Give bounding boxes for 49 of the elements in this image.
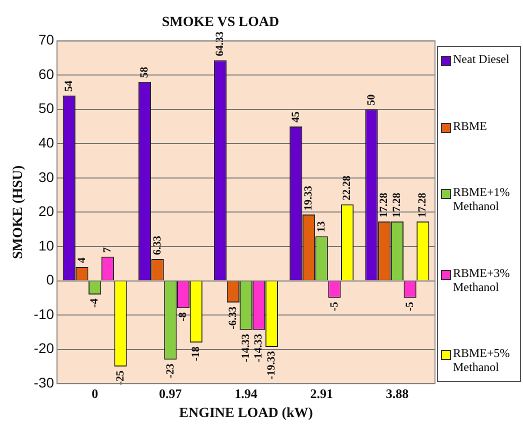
data-label: 7: [102, 246, 114, 253]
data-label: 45: [290, 111, 302, 122]
x-tick-label: 3.88: [386, 386, 410, 401]
y-tick-label: -20: [34, 340, 54, 356]
data-label: -14.33: [240, 333, 252, 362]
y-tick-label: 0: [46, 272, 54, 288]
data-label: -14.33: [252, 333, 265, 362]
legend-label: RBME+5% Methanol: [453, 346, 511, 375]
data-label: -19.33: [266, 350, 278, 380]
y-tick-label: 60: [38, 66, 54, 82]
y-tick-label: 40: [38, 134, 54, 150]
y-tick-label: 30: [38, 168, 54, 185]
data-label: 4: [76, 257, 88, 264]
x-tick-label: 2.91: [310, 386, 333, 401]
y-axis-title: SMOKE (HSU): [11, 165, 26, 260]
legend-label: Neat Diesel: [453, 52, 510, 67]
data-label: 17.28: [391, 192, 404, 218]
x-tick-label: 0: [92, 386, 98, 401]
data-label: 19.33: [302, 185, 315, 210]
data-label: 58: [138, 66, 151, 78]
data-label: 13: [315, 220, 328, 232]
data-label: -5: [404, 301, 416, 312]
y-tick-label: -30: [34, 374, 54, 390]
data-label: 6.33: [151, 235, 164, 256]
data-label: -6.33: [227, 306, 240, 330]
data-label: 50: [365, 94, 378, 106]
data-label: -25: [114, 370, 126, 386]
y-tick-label: 20: [38, 203, 54, 220]
data-label: -4: [88, 298, 101, 308]
y-tick-label: -10: [34, 306, 54, 322]
y-tick-label: 10: [38, 237, 54, 254]
y-tick-label: 70: [38, 32, 54, 48]
data-label: 54: [62, 80, 75, 92]
data-label: 17.28: [378, 192, 390, 218]
data-label: -23: [164, 363, 176, 378]
data-label: -8: [177, 312, 190, 322]
data-label: -5: [328, 301, 340, 312]
legend-label: RBME: [453, 118, 488, 134]
chart-title: SMOKE VS LOAD: [162, 15, 280, 30]
data-label: -18: [190, 346, 202, 362]
data-label: 17.28: [416, 192, 429, 218]
y-tick-label: 50: [38, 100, 54, 116]
legend-label: RBME+1% Methanol: [453, 185, 511, 214]
data-label: 64.33: [214, 30, 226, 56]
x-axis-title: ENGINE LOAD (kW): [179, 406, 314, 422]
x-tick-label: 1.94: [234, 386, 258, 401]
data-label: 22.28: [341, 175, 354, 200]
x-tick-label: 0.97: [159, 386, 182, 401]
legend-label: RBME+3% Methanol: [453, 266, 511, 294]
